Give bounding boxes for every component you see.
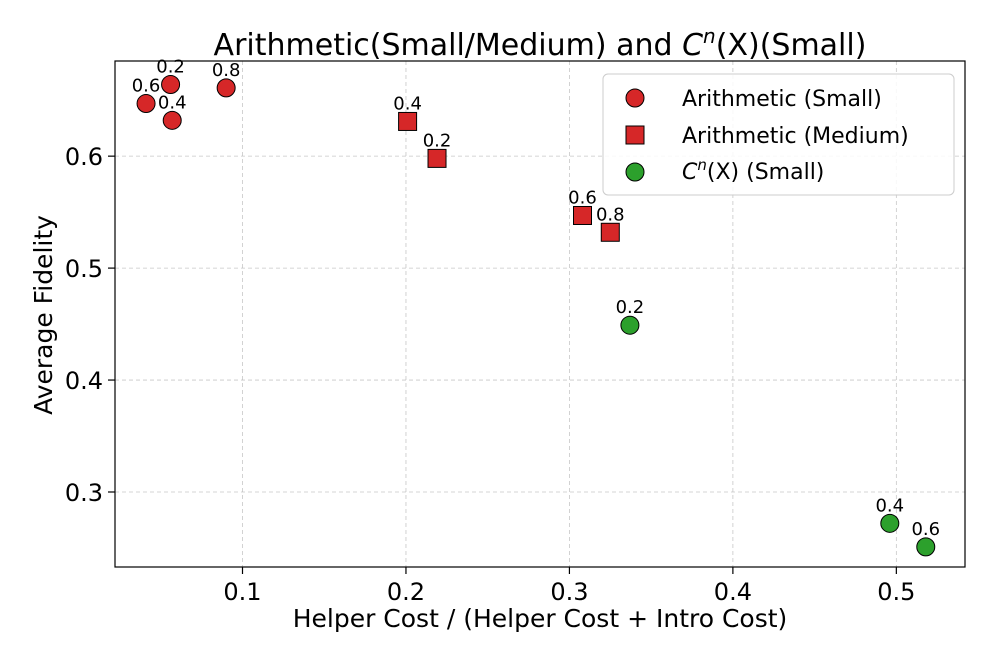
y-tick-label: 0.6 [65, 143, 103, 171]
x-tick-label: 0.4 [714, 578, 752, 606]
y-tick-label: 0.5 [65, 255, 103, 283]
data-point-circle [620, 315, 640, 335]
data-points [136, 75, 936, 557]
data-point-label: 0.6 [568, 187, 597, 208]
x-axis-label: Helper Cost / (Helper Cost + Intro Cost) [293, 604, 788, 633]
legend-label-arithmetic-small: Arithmetic (Small) [682, 87, 882, 112]
data-point-label: 0.2 [156, 57, 185, 78]
x-tick-label: 0.1 [223, 578, 261, 606]
legend-marker-arithmetic-medium [625, 125, 645, 145]
data-point-label: 0.4 [393, 93, 422, 114]
data-point-label: 0.6 [132, 76, 161, 97]
legend-box [602, 73, 955, 196]
legend-label-arithmetic-medium: Arithmetic (Medium) [682, 124, 909, 149]
legend: Arithmetic (Small) Arithmetic (Medium) C… [602, 73, 955, 196]
point-labels: 0.20.40.60.80.20.40.60.80.20.40.6 [132, 57, 940, 540]
data-point-label: 0.4 [158, 92, 187, 113]
data-point-label: 0.8 [212, 60, 241, 81]
data-point-circle [916, 537, 936, 557]
data-point-square [427, 148, 447, 168]
x-tick-label: 0.2 [387, 578, 425, 606]
chart-title: Arithmetic(Small/Medium) and Cn(X)(Small… [214, 24, 867, 63]
legend-label-cnx-small: Cn(X) (Small) [682, 156, 824, 185]
data-point-square [398, 111, 418, 131]
x-tick-label: 0.3 [550, 578, 588, 606]
data-point-square [600, 222, 620, 242]
data-point-circle [880, 513, 900, 533]
y-tick-label: 0.3 [65, 479, 103, 507]
data-point-label: 0.4 [875, 495, 904, 516]
data-point-label: 0.6 [911, 519, 940, 540]
data-point-square [573, 205, 592, 225]
x-tick-label: 0.5 [877, 578, 915, 606]
y-tick-label: 0.4 [65, 367, 103, 395]
plot-frame [114, 60, 966, 568]
data-point-label: 0.2 [616, 297, 645, 318]
data-point-circle [161, 75, 181, 95]
data-point-circle [216, 78, 236, 98]
data-point-label: 0.2 [423, 130, 452, 151]
axis-ticks: 0.1 0.2 0.3 0.4 0.5 0.3 0.4 0.5 0.6 [65, 143, 916, 606]
legend-marker-cnx-small [625, 162, 645, 182]
data-point-circle [162, 110, 182, 130]
legend-marker-arithmetic-small [625, 88, 645, 108]
data-point-label: 0.8 [596, 204, 625, 225]
data-point-circle [136, 94, 156, 114]
y-axis-label: Average Fidelity [29, 215, 58, 415]
